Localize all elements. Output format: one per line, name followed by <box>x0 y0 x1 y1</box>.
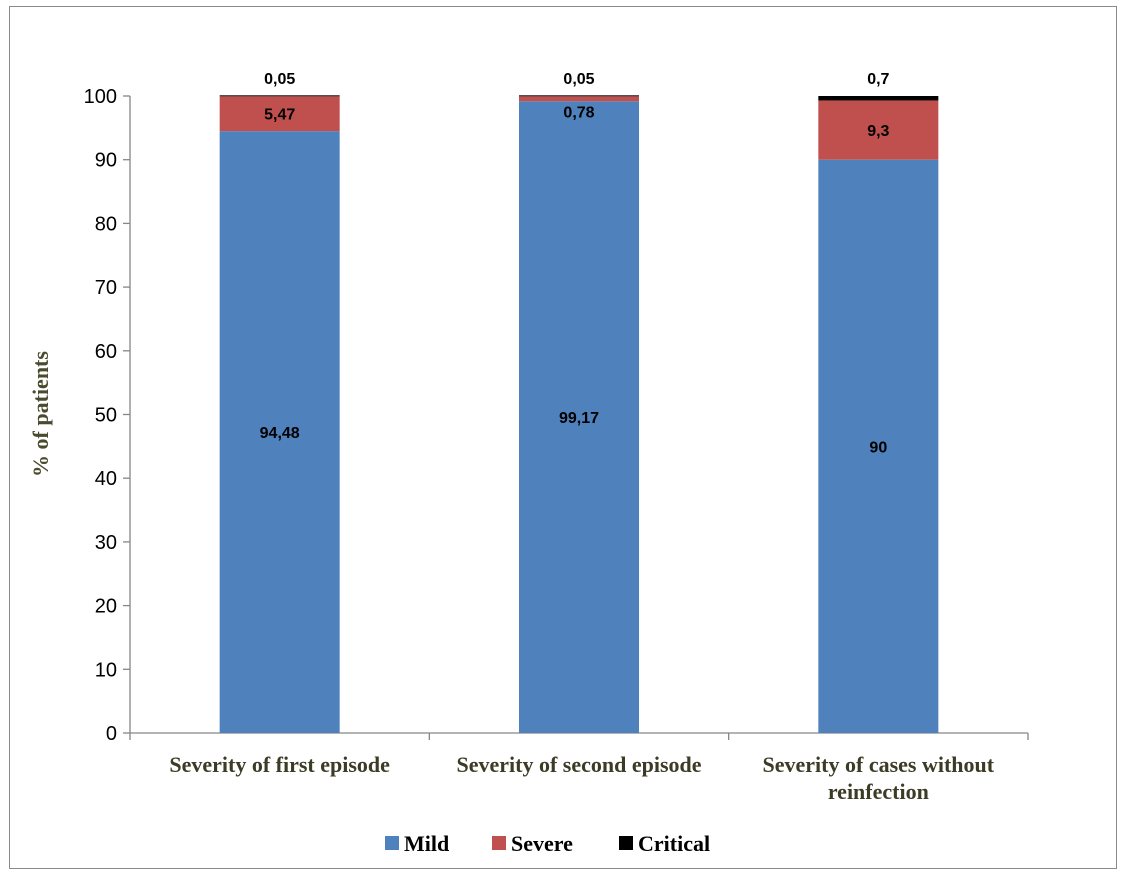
legend-label-mild: Mild <box>404 831 449 856</box>
legend-swatch-mild <box>385 836 399 850</box>
data-label-critical: 0,7 <box>867 71 889 88</box>
category-label: Severity of cases without <box>763 752 995 777</box>
y-tick-label: 90 <box>95 150 117 172</box>
data-label-mild: 94,48 <box>260 425 300 442</box>
y-tick-label: 30 <box>95 532 117 554</box>
category-labels: Severity of first episode Severity of sec… <box>169 752 994 804</box>
bars <box>219 95 939 733</box>
data-label-mild: 99,17 <box>559 410 599 427</box>
bar-segment-mild <box>219 131 340 733</box>
bar-segment-mild <box>519 101 639 733</box>
legend-swatch-severe <box>492 836 506 850</box>
y-tick-label: 80 <box>95 213 117 235</box>
category-label: Severity of second episode <box>456 752 701 777</box>
y-tick-label: 40 <box>95 468 117 490</box>
bar-segment-severe <box>519 96 639 102</box>
data-label-critical: 0,05 <box>264 71 295 88</box>
x-axis <box>129 732 1029 740</box>
data-labels: 94,48 5,47 0,05 99,17 0,78 0,05 90 9,3 0,7 <box>260 71 890 456</box>
data-label-severe: 9,3 <box>867 123 889 140</box>
y-axis: 0 10 20 30 40 50 60 70 80 90 100 <box>84 86 131 745</box>
bar-segment-severe <box>219 96 340 132</box>
y-axis-title: % of patients <box>28 351 53 477</box>
bar-segment-mild <box>818 159 939 733</box>
y-tick-label: 10 <box>95 659 117 681</box>
bar-segment-critical <box>519 95 639 97</box>
y-tick-label: 60 <box>95 341 117 363</box>
y-tick-label: 50 <box>95 405 117 427</box>
y-axis-title-group: % of patients <box>28 351 53 477</box>
bar-segment-critical <box>219 95 340 97</box>
data-label-severe: 5,47 <box>264 107 295 124</box>
y-tick-label: 20 <box>95 596 117 618</box>
data-label-critical: 0,05 <box>563 71 594 88</box>
legend: Mild Severe Critical <box>385 831 710 856</box>
bar-segment-critical <box>818 96 939 101</box>
bar-segment-severe <box>818 100 939 160</box>
data-label-mild: 90 <box>869 439 887 456</box>
y-tick-label: 100 <box>84 86 117 108</box>
legend-label-critical: Critical <box>638 831 710 856</box>
y-tick-label: 70 <box>95 277 117 299</box>
data-label-severe: 0,78 <box>563 104 594 121</box>
y-tick-label: 0 <box>106 723 117 745</box>
legend-swatch-critical <box>619 836 633 850</box>
category-label: reinfection <box>828 779 929 804</box>
category-label: Severity of first episode <box>169 752 390 777</box>
legend-label-severe: Severe <box>511 831 573 856</box>
